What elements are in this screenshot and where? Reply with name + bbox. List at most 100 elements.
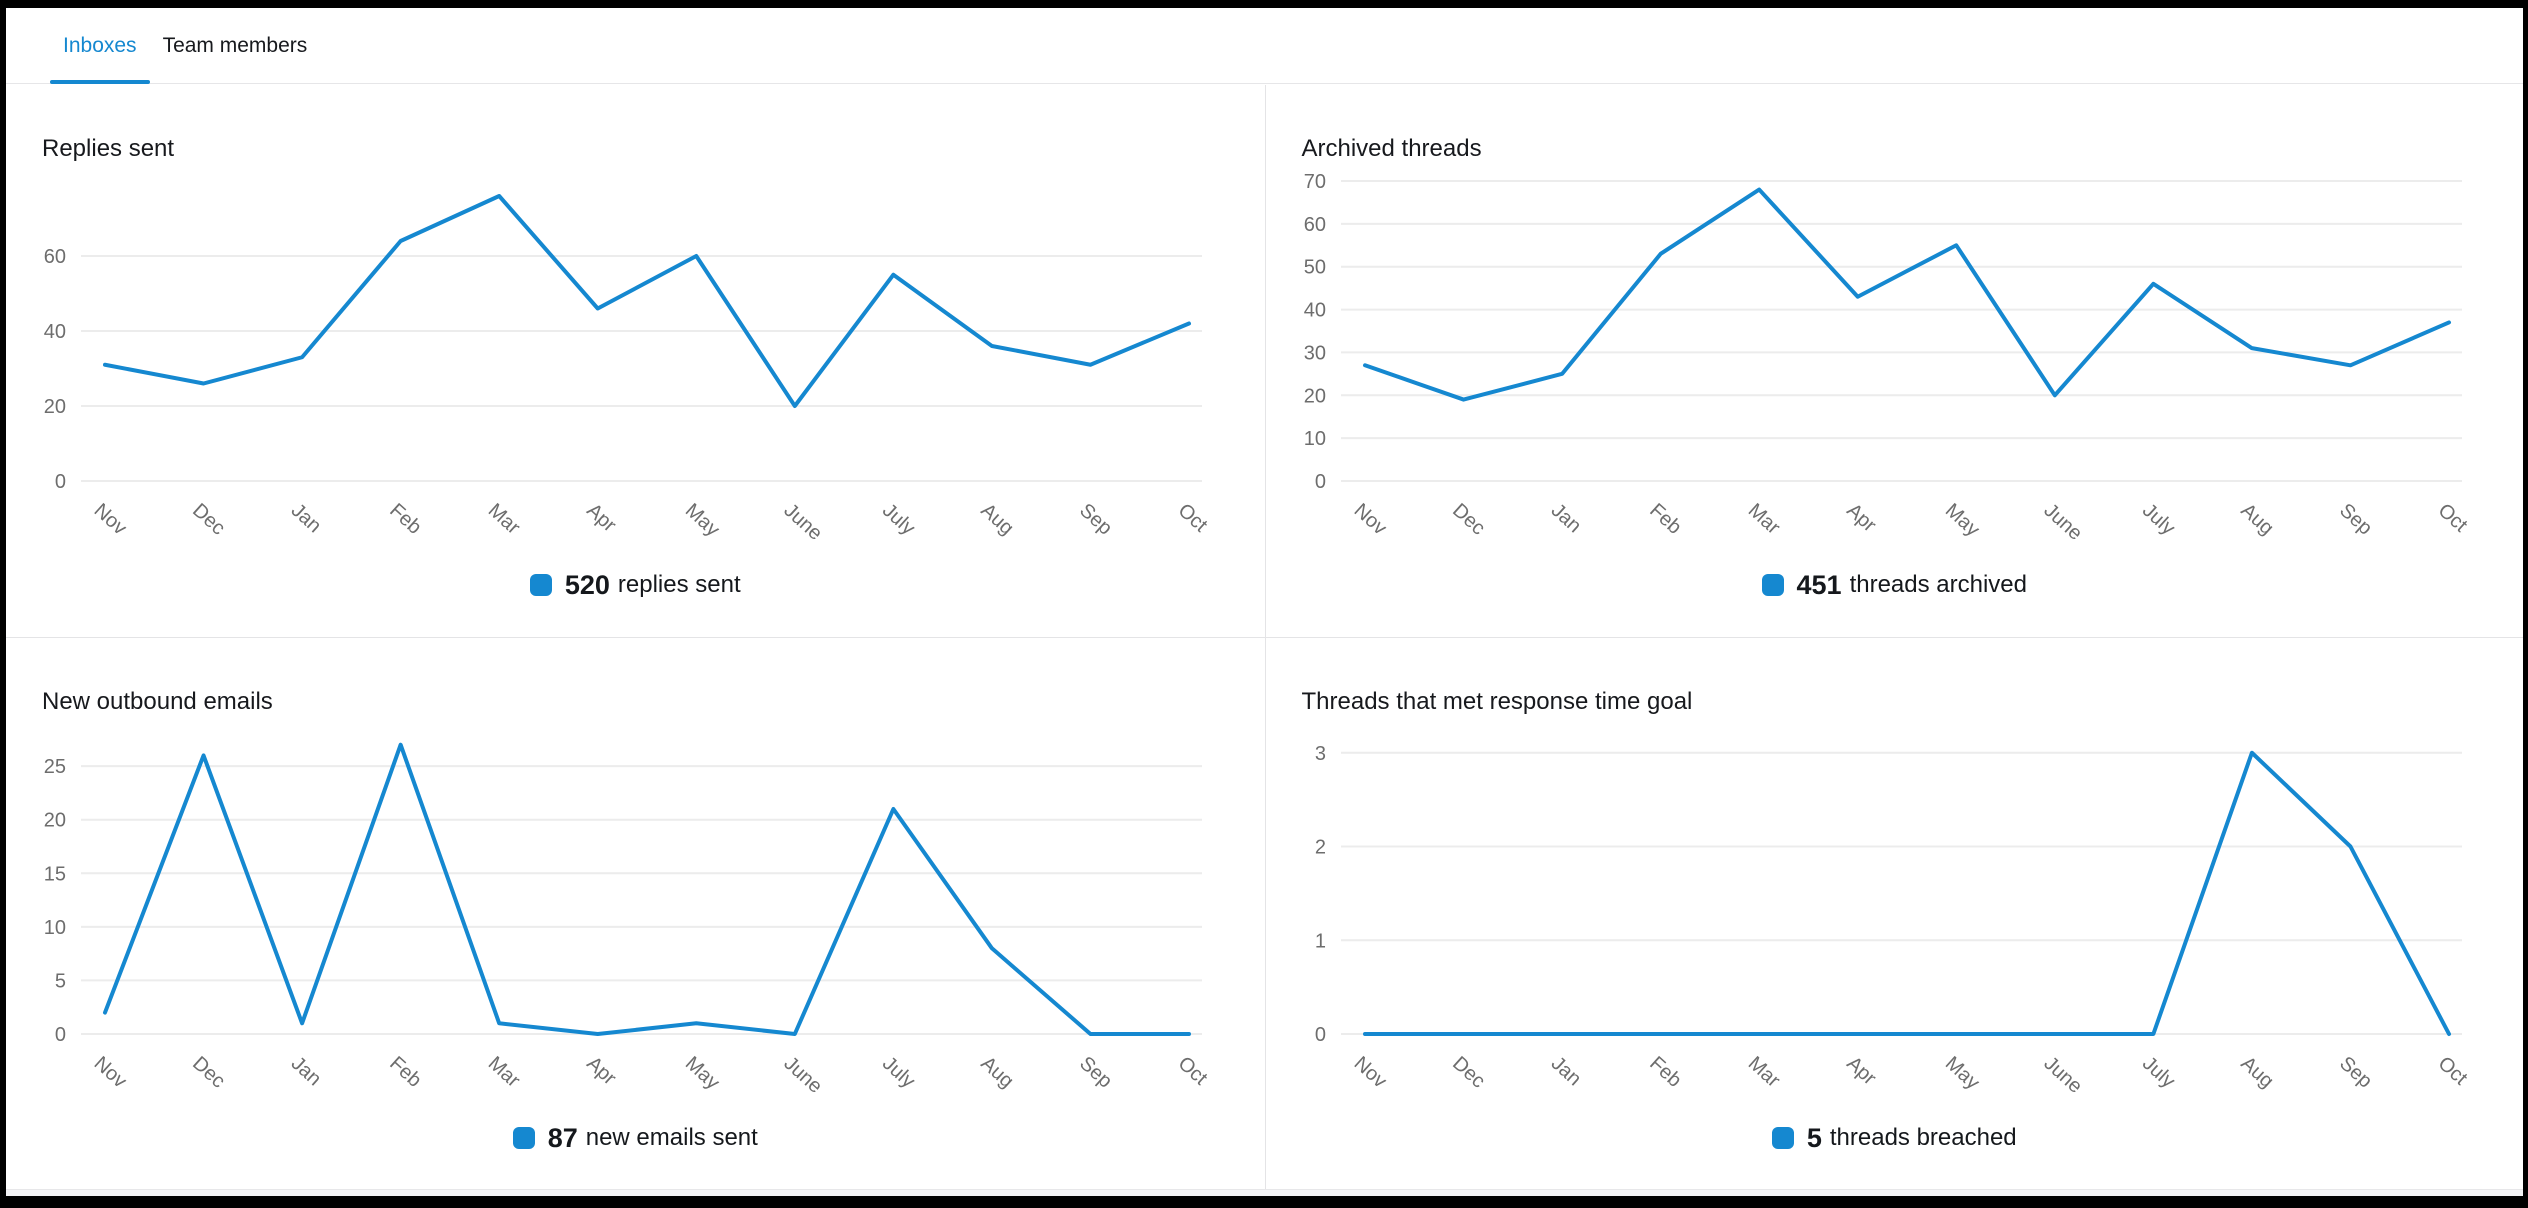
replies-sent-line-chart: 0 20 40 60 Nov Dec Jan Feb Mar Apr May June July Aug S… (44, 194, 1212, 545)
legend-total: 5 (1806, 1122, 1822, 1153)
ytick-label: 0 (1314, 471, 1325, 493)
legend-swatch-icon (1761, 574, 1784, 596)
data-line (1362, 187, 2451, 402)
ytick-label: 20 (44, 810, 66, 832)
analytics-window: Inboxes Team members Replies sent 0 20 40 6… (6, 8, 2523, 1196)
month-label: May (681, 1052, 724, 1094)
legend-total: 451 (1796, 569, 1842, 600)
month-label: Nov (1349, 1052, 1390, 1092)
ytick-label: 2 (1314, 837, 1325, 859)
month-label: Dec (188, 1052, 229, 1092)
ytick-label: 70 (1303, 171, 1325, 193)
chart-title: New outbound emails (42, 687, 273, 715)
month-label: Jan (1546, 1052, 1585, 1090)
ytick-label: 5 (55, 970, 66, 992)
month-label: June (779, 499, 826, 544)
legend-label: threads archived (1849, 571, 2027, 598)
month-label: Aug (2236, 1052, 2277, 1092)
panel-replies-sent: Replies sent 0 20 40 60 Nov Dec Jan Feb Mar Apr Ma… (6, 85, 1265, 637)
tab-inboxes[interactable]: Inboxes (50, 8, 150, 84)
month-label: Feb (385, 499, 425, 538)
chart-title: Archived threads (1301, 134, 1482, 162)
month-label: Oct (1174, 499, 1212, 536)
month-label: Jan (287, 1052, 326, 1090)
month-label: Aug (977, 499, 1018, 539)
month-label: Mar (484, 499, 525, 539)
ytick-label: 3 (1314, 743, 1325, 765)
ytick-label: 20 (44, 396, 66, 418)
legend-label: threads breached (1829, 1124, 2017, 1151)
tab-team-members[interactable]: Team members (162, 33, 308, 57)
ytick-label: 60 (44, 246, 66, 268)
legend-swatch-icon (1771, 1127, 1794, 1149)
month-label: Aug (2236, 499, 2277, 539)
month-label: Aug (977, 1052, 1018, 1092)
month-label: Dec (1448, 499, 1489, 539)
month-label: July (878, 499, 919, 539)
data-line (103, 742, 1191, 1036)
panel-new-outbound-emails: New outbound emails 0 5 10 15 20 25 Nov Dec Jan F… (6, 637, 1265, 1189)
month-label: Jan (1546, 499, 1585, 537)
legend-total: 87 (547, 1122, 578, 1153)
ytick-label: 50 (1303, 257, 1325, 279)
month-label: Apr (1842, 1052, 1880, 1089)
tab-bar: Inboxes Team members (6, 8, 2523, 84)
month-label: Feb (385, 1052, 425, 1091)
month-label: Nov (90, 499, 131, 539)
ytick-label: 15 (44, 863, 66, 885)
month-label: Oct (1174, 1052, 1212, 1089)
ytick-label: 20 (1303, 385, 1325, 407)
legend-label: replies sent (617, 571, 741, 598)
month-label: June (779, 1052, 826, 1097)
panel-archived-threads: Archived threads 0 10 20 30 40 50 60 70 Nov Dec Ja… (1264, 85, 2524, 637)
month-label: May (1940, 499, 1983, 541)
month-label: Feb (1645, 1052, 1685, 1091)
month-label: Apr (582, 499, 620, 536)
legend-total: 520 (564, 569, 610, 600)
data-line (103, 194, 1191, 408)
month-label: Sep (1075, 499, 1116, 539)
horizontal-scrollbar-track (6, 1189, 2523, 1196)
month-label: June (2039, 1052, 2086, 1097)
month-label: Oct (2433, 499, 2471, 536)
data-line (1362, 750, 2451, 1036)
ytick-label: 10 (44, 917, 66, 939)
month-label: Nov (1349, 499, 1390, 539)
legend-label: new emails sent (585, 1124, 758, 1151)
chart-legend: 520 replies sent (6, 569, 1265, 601)
chart-legend: 87 new emails sent (6, 1122, 1265, 1154)
month-label: May (1940, 1052, 1983, 1094)
month-label: Mar (1743, 499, 1784, 539)
chart-title: Threads that met response time goal (1301, 687, 1693, 715)
response-time-goal-line-chart: 0 1 2 3 Nov Dec Jan Feb Mar Apr May June July Aug Sep O… (1314, 743, 2471, 1098)
ytick-label: 30 (1303, 342, 1325, 364)
month-label: Mar (1743, 1052, 1784, 1092)
legend-swatch-icon (529, 574, 552, 596)
month-label: July (2138, 1052, 2179, 1092)
month-label: Dec (188, 499, 229, 539)
ytick-label: 40 (1303, 300, 1325, 322)
chart-grid: Replies sent 0 20 40 60 Nov Dec Jan Feb Mar Apr Ma… (6, 85, 2523, 1189)
ytick-label: 0 (55, 471, 66, 493)
month-label: Sep (2335, 499, 2376, 539)
chart-title: Replies sent (42, 134, 175, 162)
ytick-label: 10 (1303, 428, 1325, 450)
ytick-label: 60 (1303, 214, 1325, 236)
month-label: Apr (582, 1052, 620, 1089)
archived-threads-line-chart: 0 10 20 30 40 50 60 70 Nov Dec Jan Feb Mar Apr May June… (1303, 171, 2471, 545)
month-label: Jan (287, 499, 326, 537)
legend-swatch-icon (512, 1127, 535, 1149)
month-label: Dec (1448, 1052, 1489, 1092)
chart-legend: 5 threads breached (1266, 1122, 2524, 1154)
month-label: Oct (2433, 1052, 2471, 1089)
month-label: July (2138, 499, 2179, 539)
month-label: Apr (1842, 499, 1880, 536)
ytick-label: 1 (1314, 930, 1325, 952)
month-label: Feb (1645, 499, 1685, 538)
month-label: Nov (90, 1052, 131, 1092)
chart-legend: 451 threads archived (1266, 569, 2524, 601)
ytick-label: 0 (55, 1024, 66, 1046)
panel-response-time-goal: Threads that met response time goal 0 1 2 3… (1264, 637, 2524, 1189)
month-label: Mar (484, 1052, 525, 1092)
ytick-label: 25 (44, 756, 66, 778)
